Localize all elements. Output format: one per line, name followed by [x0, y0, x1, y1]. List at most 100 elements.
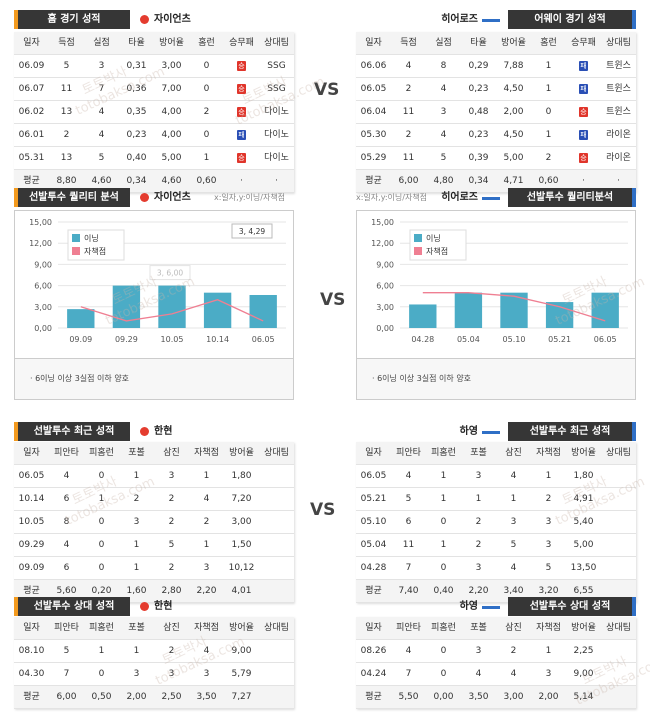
table-cell: 1 — [98, 646, 105, 656]
table-cell: 0 — [98, 471, 105, 481]
table-cell: 0 — [203, 84, 210, 94]
result-icon: 승 — [237, 106, 246, 117]
average-row — [14, 170, 294, 193]
average-cell: 0,00 — [433, 692, 454, 702]
vs-label: VS — [320, 290, 346, 310]
table-row — [356, 488, 636, 511]
table-cell: 0 — [203, 61, 210, 71]
table-cell: 6 — [63, 563, 70, 573]
panel-title: 선발투수 최근 성적 — [14, 422, 130, 441]
table-cell: 05.21 — [360, 494, 387, 504]
y-tick-label: 3,00 — [34, 303, 52, 312]
table-cell: 06.07 — [18, 84, 45, 94]
table-cell: 3 — [133, 669, 140, 679]
team-logo — [140, 602, 149, 611]
average-cell: 5,60 — [56, 586, 77, 596]
chart-note: · 6이닝 이상 3실점 이하 양호 — [30, 374, 130, 383]
column-header: 피홈런 — [89, 448, 114, 458]
table-row — [14, 488, 294, 511]
table-cell: 04.24 — [360, 669, 387, 679]
column-header: 일자 — [365, 38, 382, 48]
table-cell: 5,79 — [231, 669, 252, 679]
y-tick-label: 6,00 — [34, 282, 52, 291]
column-header: 방어율 — [571, 448, 596, 458]
column-header: 삼진 — [505, 448, 522, 458]
table-row — [356, 663, 636, 686]
average-row — [356, 686, 636, 709]
y-tick-label: 9,00 — [376, 260, 394, 269]
table-row — [356, 511, 636, 534]
column-header: 방어율 — [159, 38, 184, 48]
vs-label: VS — [310, 500, 336, 520]
column-header: 득점 — [400, 38, 417, 48]
average-cell: 3,50 — [468, 692, 489, 702]
table-cell: 4 — [405, 646, 412, 656]
table-cell: 0 — [203, 130, 210, 140]
table-cell: 0,23 — [468, 130, 489, 140]
column-header: 일자 — [365, 623, 382, 633]
table-cell: 4 — [405, 471, 412, 481]
table-cell: 06.04 — [360, 107, 387, 117]
panel-title: 어웨이 경기 성적 — [508, 10, 636, 29]
table-cell: 4 — [98, 107, 105, 117]
table-cell: 3 — [440, 107, 447, 117]
y-tick-label: 15,00 — [371, 218, 394, 227]
y-tick-label: 0,00 — [34, 324, 52, 333]
average-cell: 8,80 — [56, 176, 77, 186]
table-cell: 0 — [98, 517, 105, 527]
tooltip-box — [149, 265, 191, 281]
table-cell: 0,35 — [126, 107, 147, 117]
panel-title: 선발투수 퀄리티분석 — [508, 188, 636, 207]
table-row — [356, 124, 636, 147]
result-cell: 승 — [224, 101, 259, 123]
table-cell: 4,50 — [503, 130, 524, 140]
table-cell: 2 — [168, 517, 175, 527]
result-cell: 승 — [224, 55, 259, 77]
average-cell: 0,50 — [91, 692, 112, 702]
table-cell: 3 — [545, 517, 552, 527]
table-cell: 3,00 — [231, 517, 252, 527]
bar — [454, 292, 483, 328]
table-cell: 1,80 — [231, 471, 252, 481]
team-name: 히어로즈 — [441, 192, 478, 203]
panel-title: 홈 경기 성적 — [14, 10, 130, 29]
table-header — [14, 617, 294, 640]
table-cell: 2 — [475, 540, 482, 550]
average-cell: 2,00 — [538, 692, 559, 702]
table-cell: 트윈스 — [606, 84, 631, 94]
table-cell: 09.09 — [18, 563, 45, 573]
tooltip-text: 3, 4,29 — [239, 227, 265, 236]
table-cell: 7 — [98, 84, 105, 94]
average-cell: 6,55 — [573, 586, 594, 596]
x-tick-label: 09.29 — [115, 335, 138, 344]
table-cell: 6 — [405, 517, 412, 527]
bar — [409, 304, 437, 328]
table-cell: 05.30 — [360, 130, 387, 140]
average-cell: 2,20 — [196, 586, 217, 596]
table-row — [356, 78, 636, 101]
team-name: 하영 — [459, 426, 478, 437]
table-cell: 1 — [203, 153, 210, 163]
table-cell: 2 — [168, 494, 175, 504]
table-cell: 3,00 — [161, 61, 182, 71]
table-row — [356, 55, 636, 78]
average-cell: 4,60 — [91, 176, 112, 186]
x-tick-label: 05.10 — [503, 335, 526, 344]
table-cell: 04.28 — [360, 563, 387, 573]
table-cell: 3 — [168, 471, 175, 481]
y-tick-label: 6,00 — [376, 282, 394, 291]
y-tick-label: 12,00 — [371, 239, 394, 248]
column-header: 승무패 — [571, 38, 596, 48]
x-tick-label: 09.09 — [69, 335, 92, 344]
column-header: 일자 — [23, 38, 40, 48]
x-tick-label: 10.05 — [161, 335, 184, 344]
average-row — [356, 170, 636, 193]
table-cell: 0 — [98, 669, 105, 679]
table-cell: 8 — [63, 517, 70, 527]
table-cell: 트윈스 — [606, 107, 631, 117]
table-cell: 08.26 — [360, 646, 387, 656]
x-tick-label: 10.14 — [206, 335, 229, 344]
table-cell: 1 — [133, 563, 140, 573]
table-cell: 0,36 — [126, 84, 147, 94]
table-cell: 2,25 — [573, 646, 594, 656]
